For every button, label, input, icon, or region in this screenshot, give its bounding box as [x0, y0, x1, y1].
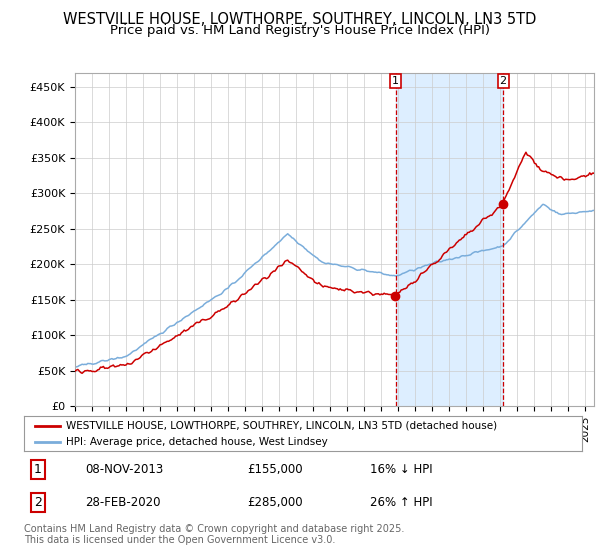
Text: 2: 2 [34, 496, 42, 509]
Text: Contains HM Land Registry data © Crown copyright and database right 2025.
This d: Contains HM Land Registry data © Crown c… [24, 524, 404, 545]
Text: WESTVILLE HOUSE, LOWTHORPE, SOUTHREY, LINCOLN, LN3 5TD: WESTVILLE HOUSE, LOWTHORPE, SOUTHREY, LI… [64, 12, 536, 27]
Text: 16% ↓ HPI: 16% ↓ HPI [370, 463, 433, 476]
Text: HPI: Average price, detached house, West Lindsey: HPI: Average price, detached house, West… [66, 437, 328, 447]
Text: WESTVILLE HOUSE, LOWTHORPE, SOUTHREY, LINCOLN, LN3 5TD (detached house): WESTVILLE HOUSE, LOWTHORPE, SOUTHREY, LI… [66, 421, 497, 431]
Text: 28-FEB-2020: 28-FEB-2020 [85, 496, 161, 509]
Text: 1: 1 [392, 76, 399, 86]
Bar [396, 73, 503, 406]
Text: 26% ↑ HPI: 26% ↑ HPI [370, 496, 433, 509]
Text: £285,000: £285,000 [247, 496, 303, 509]
Text: 1: 1 [34, 463, 42, 476]
Text: Price paid vs. HM Land Registry's House Price Index (HPI): Price paid vs. HM Land Registry's House … [110, 24, 490, 37]
Text: £155,000: £155,000 [247, 463, 303, 476]
Text: 08-NOV-2013: 08-NOV-2013 [85, 463, 164, 476]
Text: 2: 2 [500, 76, 506, 86]
